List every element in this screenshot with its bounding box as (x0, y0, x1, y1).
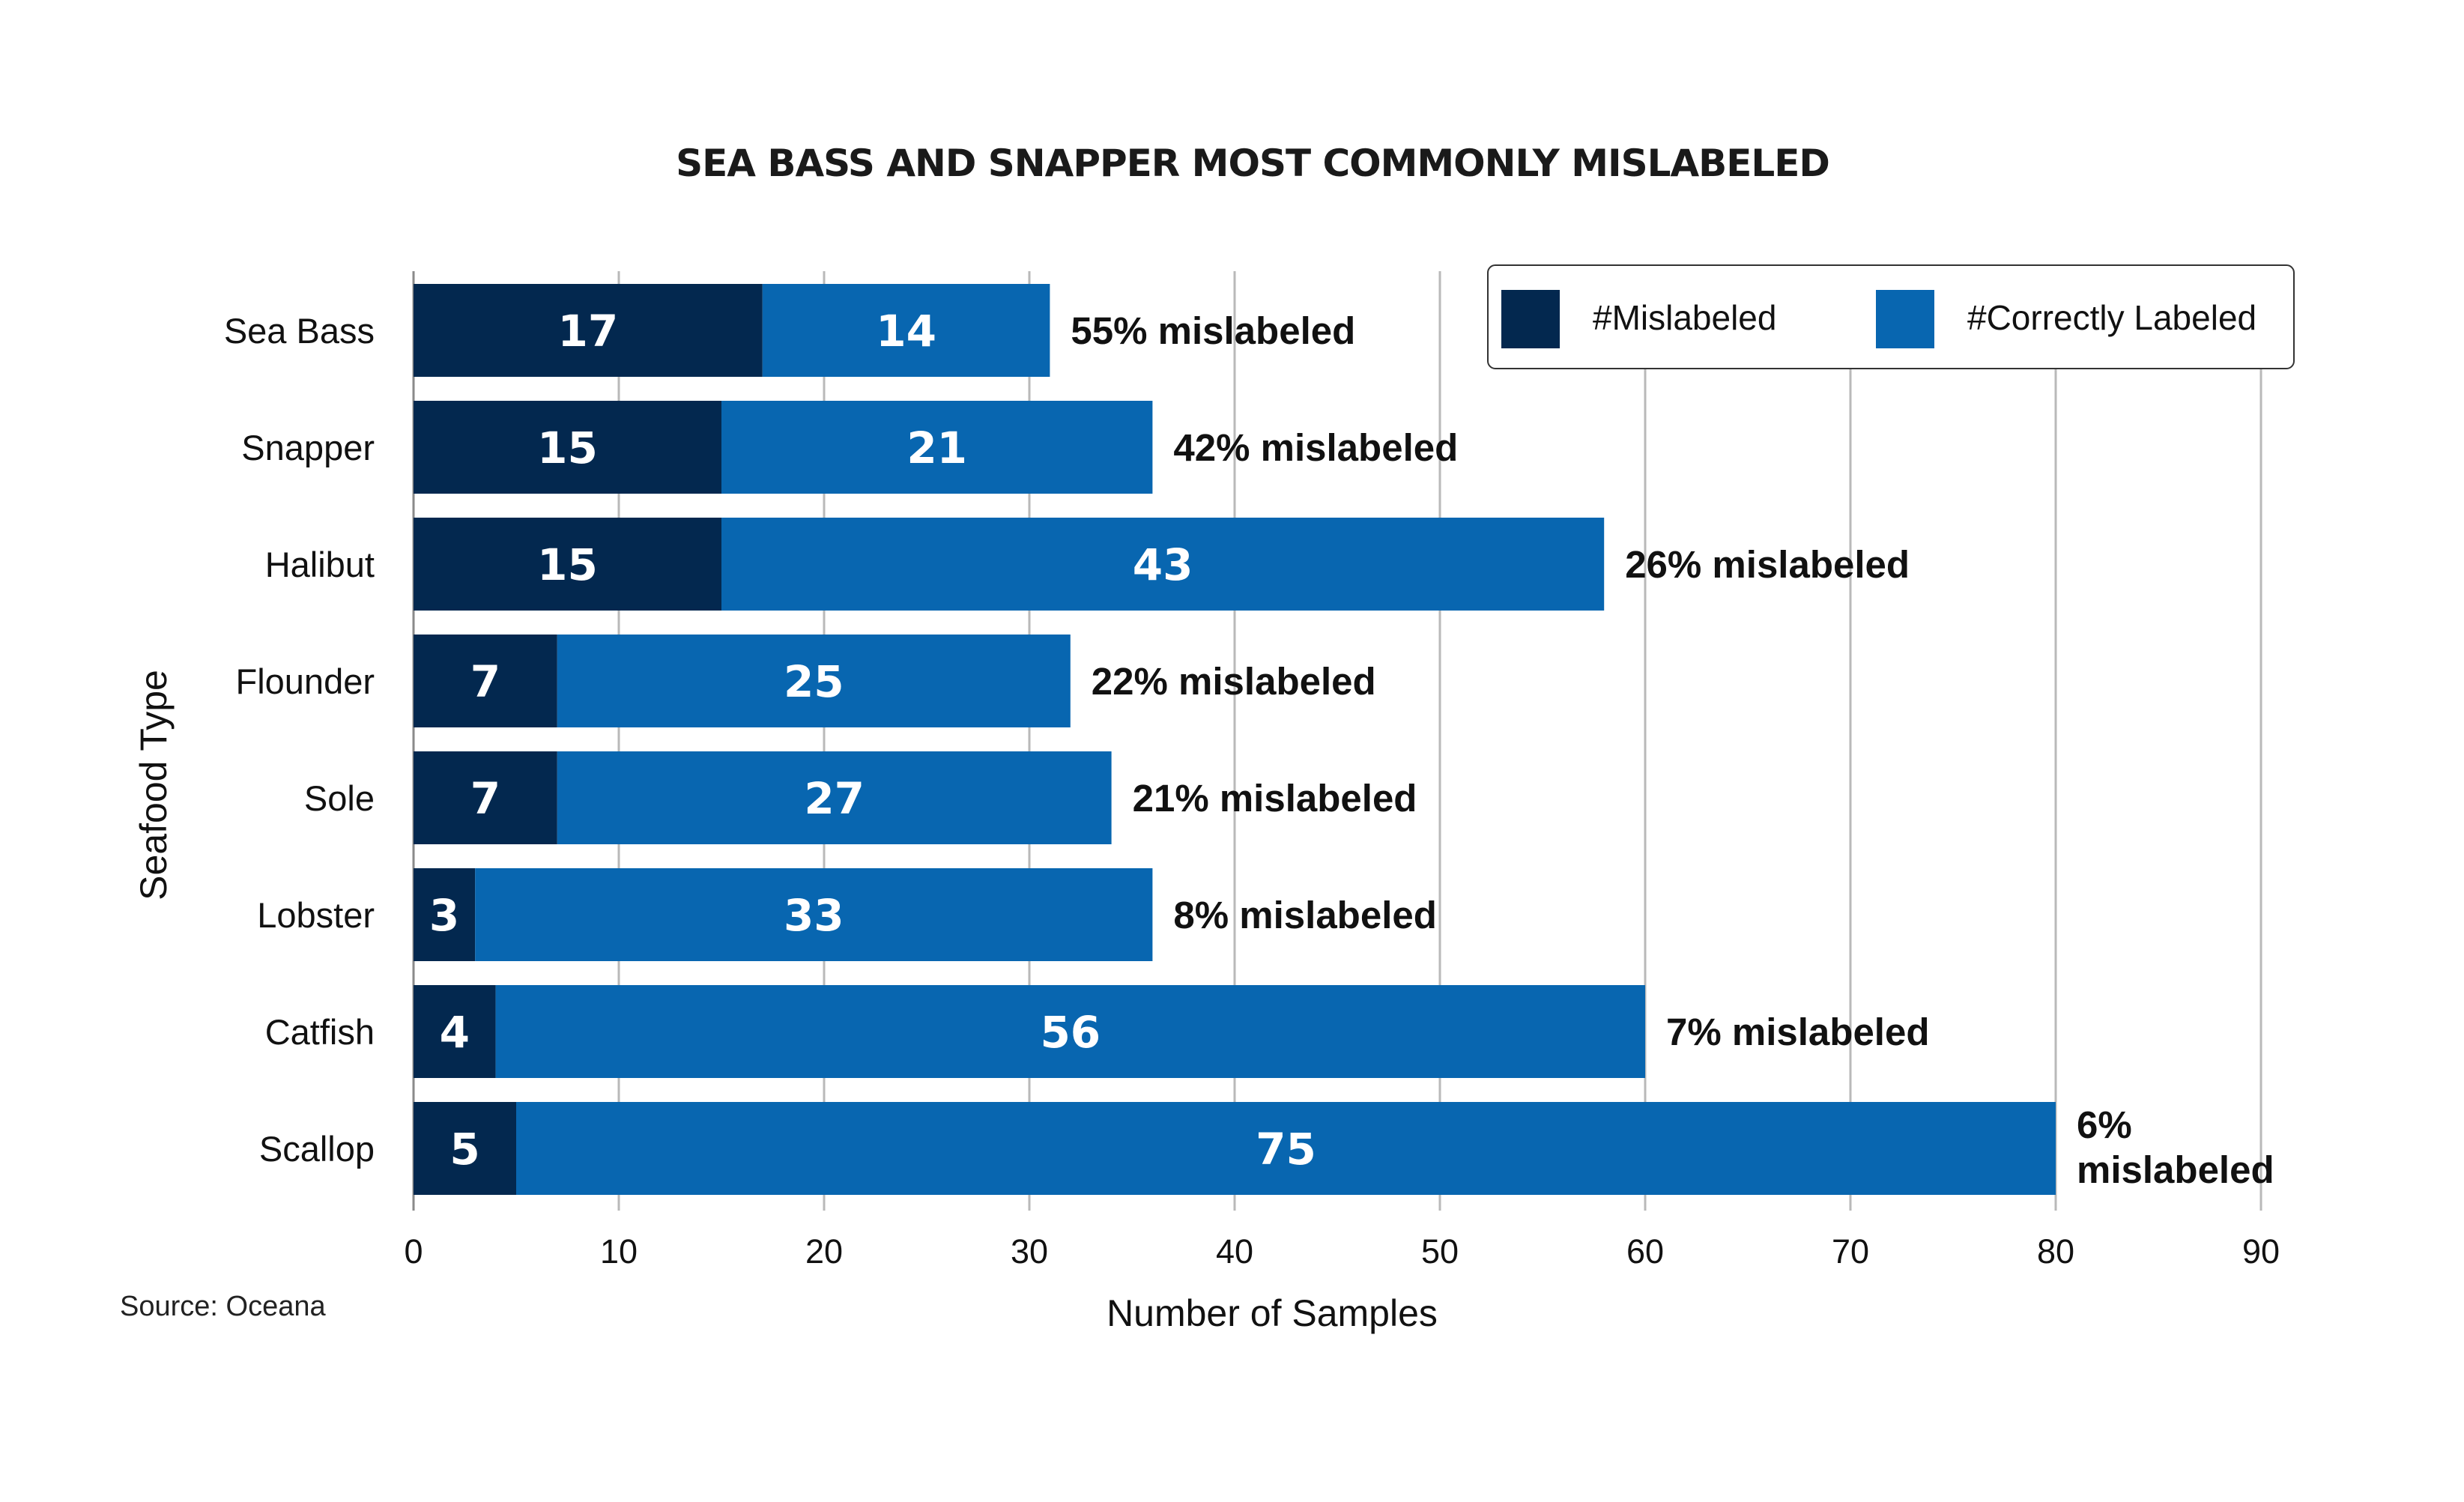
bar-flounder-mislabeled (414, 635, 557, 727)
legend: #Mislabeled #Correctly Labeled (1487, 264, 2295, 369)
value-label-sole-mislabeled: 7 (470, 773, 500, 824)
bar-scallop-correctly-labeled (516, 1102, 2056, 1195)
x-tick-label-50: 50 (1421, 1232, 1459, 1271)
bar-sole-correctly-labeled (557, 751, 1112, 844)
bar-halibut-correctly-labeled (721, 518, 1605, 611)
category-label-sea-bass: Sea Bass (224, 311, 375, 351)
bar-scallop-mislabeled (414, 1102, 516, 1195)
value-label-halibut-correctly-labeled: 43 (1133, 539, 1193, 590)
category-label-snapper: Snapper (241, 428, 375, 467)
bar-catfish-correctly-labeled (495, 985, 1645, 1078)
annotation-sole: 21% mislabeled (1133, 777, 1417, 820)
bar-snapper-mislabeled (414, 401, 721, 494)
legend-swatch-mislabeled (1501, 290, 1560, 348)
value-label-catfish-correctly-labeled: 56 (1040, 1007, 1101, 1058)
bar-sea-bass-correctly-labeled (762, 284, 1050, 377)
source-note: Source: Oceana (120, 1291, 326, 1322)
value-label-flounder-mislabeled: 7 (470, 656, 500, 707)
annotation-halibut: 26% mislabeled (1625, 543, 1910, 586)
chart-title: SEA BASS AND SNAPPER MOST COMMONLY MISLA… (676, 142, 1829, 185)
value-label-scallop-mislabeled: 5 (449, 1124, 479, 1175)
annotation-flounder: 22% mislabeled (1092, 660, 1376, 703)
value-label-catfish-mislabeled: 4 (440, 1007, 470, 1058)
value-label-sole-correctly-labeled: 27 (804, 773, 865, 824)
value-label-snapper-mislabeled: 15 (537, 423, 598, 473)
annotation-snapper: 42% mislabeled (1173, 426, 1458, 469)
category-label-flounder: Flounder (236, 661, 375, 701)
value-label-lobster-correctly-labeled: 33 (784, 890, 844, 941)
x-tick-label-80: 80 (2037, 1232, 2074, 1271)
value-label-flounder-correctly-labeled: 25 (784, 656, 844, 707)
bars (414, 284, 2056, 1195)
value-label-halibut-mislabeled: 15 (537, 539, 598, 590)
y-axis-title: Seafood Type (133, 670, 175, 900)
x-tick-label-70: 70 (1832, 1232, 1869, 1271)
category-label-sole: Sole (304, 778, 375, 818)
bar-halibut-mislabeled (414, 518, 721, 611)
annotation-sea-bass: 55% mislabeled (1071, 309, 1355, 352)
bar-catfish-mislabeled (414, 985, 496, 1078)
annotation-scallop: 6% mislabeled (2077, 1103, 2274, 1191)
value-label-snapper-correctly-labeled: 21 (906, 423, 967, 473)
annotation-lobster: 8% mislabeled (1173, 894, 1437, 936)
value-label-sea-bass-mislabeled: 17 (558, 306, 619, 357)
x-tick-label-40: 40 (1216, 1232, 1253, 1271)
category-label-catfish: Catfish (265, 1012, 375, 1052)
value-label-scallop-correctly-labeled: 75 (1256, 1124, 1316, 1175)
legend-label-mislabeled: #Mislabeled (1593, 298, 1776, 337)
labels: 0 10 20 30 40 50 60 70 80 90 Sea Bass 17 14 55% misla… (224, 306, 2280, 1271)
x-axis-title: Number of Samples (1107, 1292, 1438, 1334)
bar-sea-bass-mislabeled (414, 284, 763, 377)
category-label-halibut: Halibut (265, 545, 375, 584)
category-label-lobster: Lobster (257, 895, 375, 935)
x-tick-label-90: 90 (2242, 1232, 2280, 1271)
bar-snapper-correctly-labeled (721, 401, 1153, 494)
value-label-sea-bass-correctly-labeled: 14 (876, 306, 936, 357)
value-label-lobster-mislabeled: 3 (429, 890, 459, 941)
bar-lobster-correctly-labeled (475, 868, 1153, 961)
annotation-catfish: 7% mislabeled (1666, 1011, 1930, 1053)
bar-flounder-correctly-labeled (557, 635, 1071, 727)
legend-swatch-correctly-labeled (1876, 290, 1934, 348)
bar-sole-mislabeled (414, 751, 557, 844)
x-tick-label-0: 0 (404, 1232, 423, 1271)
x-tick-label-10: 10 (600, 1232, 638, 1271)
legend-label-correctly-labeled: #Correctly Labeled (1967, 298, 2256, 337)
category-label-scallop: Scallop (259, 1129, 375, 1169)
x-tick-label-60: 60 (1626, 1232, 1664, 1271)
x-tick-label-30: 30 (1011, 1232, 1048, 1271)
bar-lobster-mislabeled (414, 868, 476, 961)
x-tick-label-20: 20 (805, 1232, 843, 1271)
